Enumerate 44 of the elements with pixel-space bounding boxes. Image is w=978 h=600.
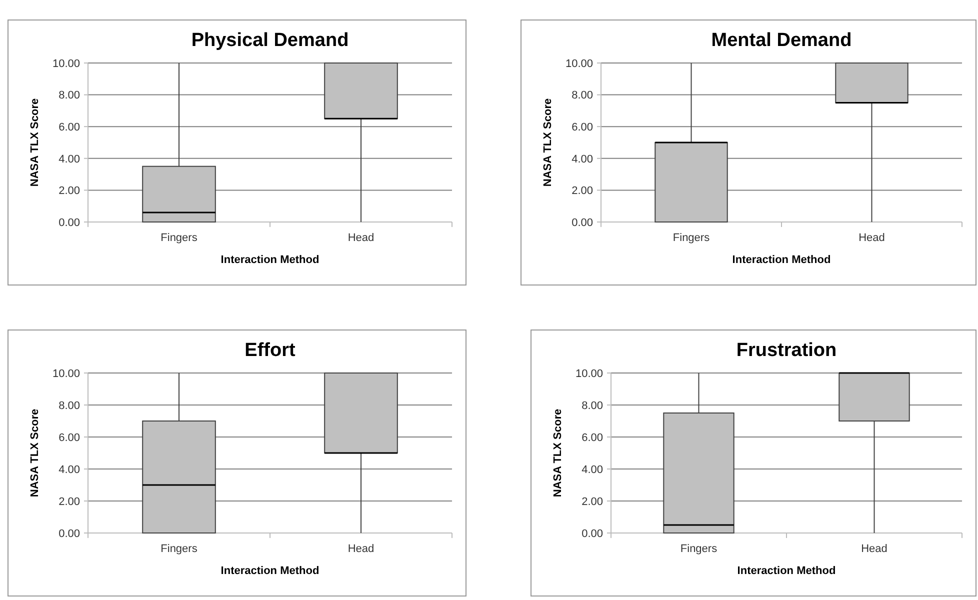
y-tick-label: 6.00	[58, 121, 80, 134]
y-axis-title: NASA TLX Score	[29, 98, 41, 187]
y-tick-label: 0.00	[572, 216, 593, 229]
y-tick-label: 10.00	[52, 368, 80, 380]
y-axis-title: NASA TLX Score	[542, 98, 554, 187]
y-tick-label: 10.00	[565, 58, 593, 70]
x-axis-title: Interaction Method	[220, 565, 320, 577]
y-tick-label: 8.00	[58, 400, 80, 412]
y-tick-label: 4.00	[58, 464, 80, 476]
y-tick-label: 0.00	[58, 216, 80, 229]
y-tick-label: 6.00	[58, 432, 80, 444]
y-tick-label: 6.00	[582, 432, 603, 444]
x-tick-label: Fingers	[160, 232, 198, 244]
y-tick-label: 2.00	[572, 185, 593, 198]
x-axis-title: Interaction Method	[732, 254, 831, 266]
y-tick-label: 2.00	[58, 496, 80, 508]
y-axis-title: NASA TLX Score	[552, 408, 564, 498]
y-tick-label: 2.00	[58, 185, 80, 198]
y-tick-label: 0.00	[582, 528, 603, 540]
y-tick-label: 8.00	[582, 400, 603, 412]
y-tick-label: 4.00	[58, 153, 80, 166]
chart-title: Mental Demand	[711, 30, 852, 51]
y-tick-label: 4.00	[582, 464, 603, 476]
chart-title: Frustration	[736, 340, 837, 361]
x-tick-label: Head	[861, 543, 888, 555]
chart-title: Physical Demand	[191, 30, 349, 51]
y-axis-title: NASA TLX Score	[29, 408, 41, 498]
x-tick-label: Fingers	[160, 543, 198, 555]
y-tick-label: 8.00	[58, 90, 80, 102]
x-tick-label: Head	[858, 232, 885, 244]
x-tick-label: Fingers	[680, 543, 718, 555]
y-tick-label: 2.00	[582, 496, 603, 508]
y-tick-label: 0.00	[58, 528, 80, 540]
y-tick-label: 10.00	[575, 368, 603, 380]
y-tick-label: 8.00	[572, 90, 593, 102]
x-axis-title: Interaction Method	[737, 565, 836, 577]
y-tick-label: 10.00	[52, 58, 80, 70]
x-axis-title: Interaction Method	[220, 254, 320, 266]
chart-title: Effort	[244, 340, 296, 361]
y-tick-label: 4.00	[572, 153, 593, 166]
y-tick-label: 6.00	[572, 121, 593, 134]
x-tick-label: Fingers	[672, 232, 710, 244]
x-tick-label: Head	[348, 232, 374, 244]
x-tick-label: Head	[348, 543, 374, 555]
